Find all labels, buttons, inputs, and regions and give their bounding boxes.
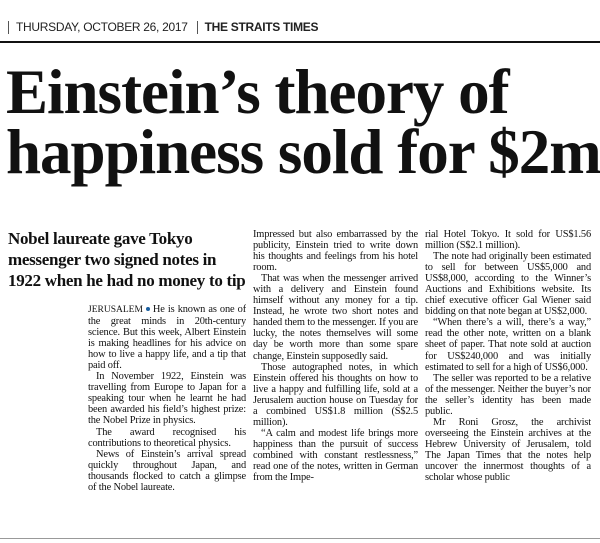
header-rule — [0, 41, 600, 43]
paragraph-text: He is known as one of the great minds in… — [88, 304, 246, 372]
separator — [196, 20, 198, 34]
paragraph: News of Einstein’s arrival spread quickl… — [88, 449, 246, 493]
paragraph-text: Impressed but also embarrassed by the pu… — [253, 229, 418, 274]
masthead: THURSDAY, OCTOBER 26, 2017 THE STRAITS T… — [8, 20, 318, 34]
subheadline-line: 1922 when he had no money to tip — [8, 271, 246, 290]
issue-date: THURSDAY, OCTOBER 26, 2017 — [16, 20, 188, 34]
paragraph-text: Those autographed notes, in which Einste… — [253, 361, 418, 428]
headline: Einstein’s theory of happiness sold for $… — [6, 57, 600, 187]
publication-name: THE STRAITS TIMES — [204, 20, 319, 34]
headline-line: Einstein’s theory of — [6, 57, 510, 127]
text-column: JERUSALEM He is known as one of the great… — [88, 304, 246, 526]
paragraph-text: The seller was reported to be a relative… — [425, 372, 591, 417]
paragraph-text: “A calm and modest life brings more happ… — [253, 427, 418, 484]
paragraph: In November 1922, Einstein was travellin… — [88, 371, 246, 426]
paragraph: The award recognised his contributions t… — [88, 427, 246, 449]
separator — [8, 20, 9, 34]
text-column: rial Hotel Tokyo. It sold for US$1.56 mi… — [425, 229, 591, 526]
text-column: Impressed but also embarrassed by the pu… — [253, 229, 418, 526]
paragraph-text: The award recognised his contributions t… — [88, 426, 246, 449]
paragraph-text: That was when the messenger arrived with… — [253, 273, 418, 362]
paragraph: rial Hotel Tokyo. It sold for US$1.56 mi… — [425, 229, 591, 251]
dateline-bullet — [145, 307, 150, 312]
paragraph-text: Mr Roni Grosz, the archivist overseeing … — [425, 416, 591, 484]
paragraph-text: “When there’s a will, there’s a way,” re… — [425, 317, 591, 373]
dateline: JERUSALEM — [88, 305, 143, 315]
paragraph: Those autographed notes, in which Einste… — [253, 362, 418, 428]
paragraph: “A calm and modest life brings more happ… — [253, 428, 418, 483]
paragraph-text: rial Hotel Tokyo. It sold for US$1.56 mi… — [425, 229, 591, 252]
paragraph-text: The note had originally been estimated t… — [425, 251, 591, 318]
paragraph-text: News of Einstein’s arrival spread quickl… — [88, 448, 246, 493]
paragraph: That was when the messenger arrived with… — [253, 273, 418, 361]
paragraph: JERUSALEM He is known as one of the great… — [88, 304, 246, 371]
bottom-rule — [0, 538, 600, 539]
paragraph: The seller was reported to be a relative… — [425, 373, 591, 417]
paragraph: Impressed but also embarrassed by the pu… — [253, 229, 418, 273]
paragraph: Mr Roni Grosz, the archivist overseeing … — [425, 417, 591, 483]
subheadline-line: Nobel laureate gave Tokyo — [8, 229, 193, 248]
headline-line: happiness sold for $2m — [6, 117, 600, 187]
paragraph: The note had originally been estimated t… — [425, 251, 591, 317]
paragraph: “When there’s a will, there’s a way,” re… — [425, 317, 591, 372]
subheadline-line: messenger two signed notes in — [8, 250, 217, 269]
subheadline: Nobel laureate gave Tokyo messenger two s… — [8, 228, 248, 291]
paragraph-text: In November 1922, Einstein was travellin… — [88, 371, 246, 427]
